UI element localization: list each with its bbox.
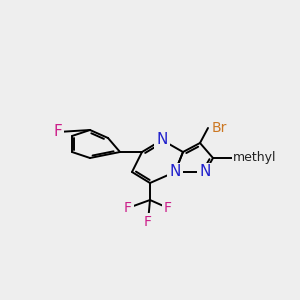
Text: F: F — [164, 201, 172, 215]
Text: F: F — [124, 201, 132, 215]
Text: Br: Br — [212, 121, 227, 135]
Text: methyl: methyl — [233, 152, 277, 164]
Text: F: F — [54, 124, 62, 140]
Text: N: N — [169, 164, 181, 179]
Text: N: N — [199, 164, 211, 179]
Text: F: F — [144, 215, 152, 229]
Text: N: N — [156, 133, 168, 148]
